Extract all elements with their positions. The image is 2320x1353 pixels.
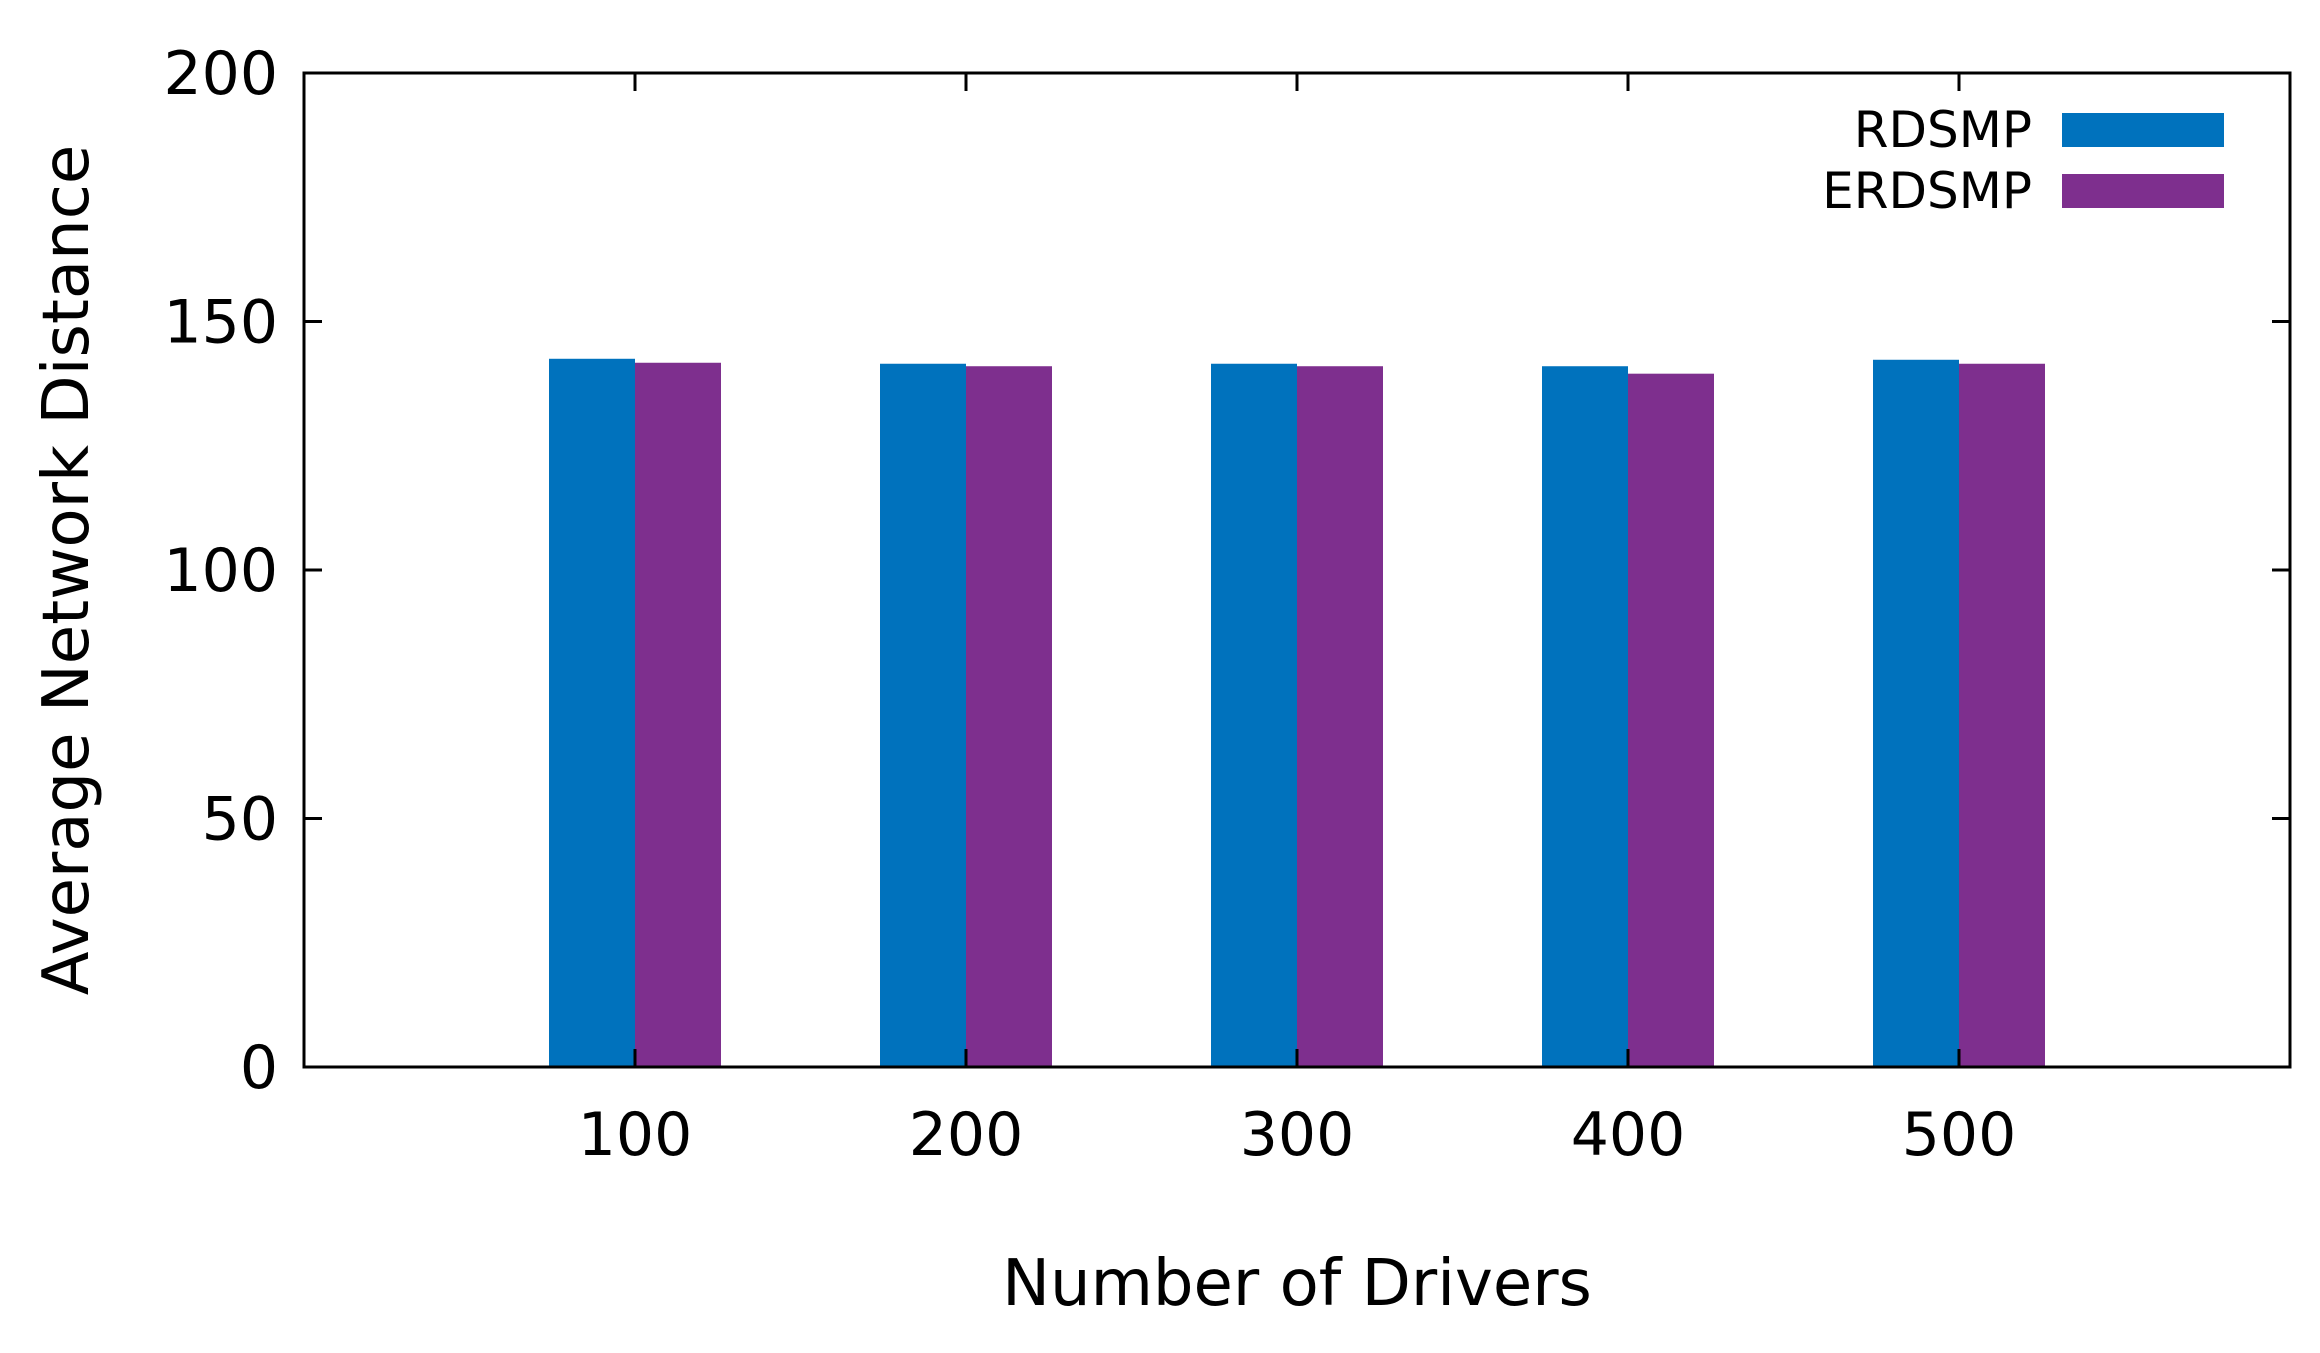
- x-tick-label: 500: [1902, 1100, 2017, 1170]
- bar-erdsmp-200: [966, 366, 1052, 1068]
- bar-rdsmp-300: [1211, 363, 1297, 1067]
- y-tick-label: 200: [163, 39, 278, 109]
- x-tick-label: 300: [1240, 1100, 1355, 1170]
- y-axis-title: Average Network Distance: [30, 145, 104, 996]
- bars-group: [549, 358, 2045, 1068]
- legend-label-rdsmp: RDSMP: [1854, 101, 2032, 159]
- bar-erdsmp-100: [635, 362, 721, 1068]
- y-tick-label: 0: [240, 1033, 278, 1103]
- bar-rdsmp-500: [1873, 359, 1959, 1067]
- y-tick-label: 50: [202, 785, 278, 855]
- x-axis-title: Number of Drivers: [1002, 1247, 1592, 1321]
- x-tick-label: 200: [909, 1100, 1024, 1170]
- bar-erdsmp-300: [1297, 366, 1383, 1068]
- ticks-group: [304, 71, 2290, 1069]
- legend-label-erdsmp: ERDSMP: [1822, 162, 2032, 220]
- bar-rdsmp-200: [880, 363, 966, 1067]
- legend-swatch-erdsmp: [2062, 174, 2224, 208]
- bar-erdsmp-400: [1628, 373, 1714, 1067]
- bar-rdsmp-100: [549, 358, 635, 1067]
- tick-labels-group: 0 50 100 150 200 100 200 300 400 500: [163, 39, 2016, 1170]
- bar-erdsmp-500: [1959, 363, 2045, 1067]
- x-tick-label: 400: [1571, 1100, 1686, 1170]
- x-tick-label: 100: [578, 1100, 693, 1170]
- y-tick-label: 150: [163, 288, 278, 358]
- y-tick-label: 100: [163, 536, 278, 606]
- bar-rdsmp-400: [1542, 366, 1628, 1068]
- legend-swatch-rdsmp: [2062, 113, 2224, 147]
